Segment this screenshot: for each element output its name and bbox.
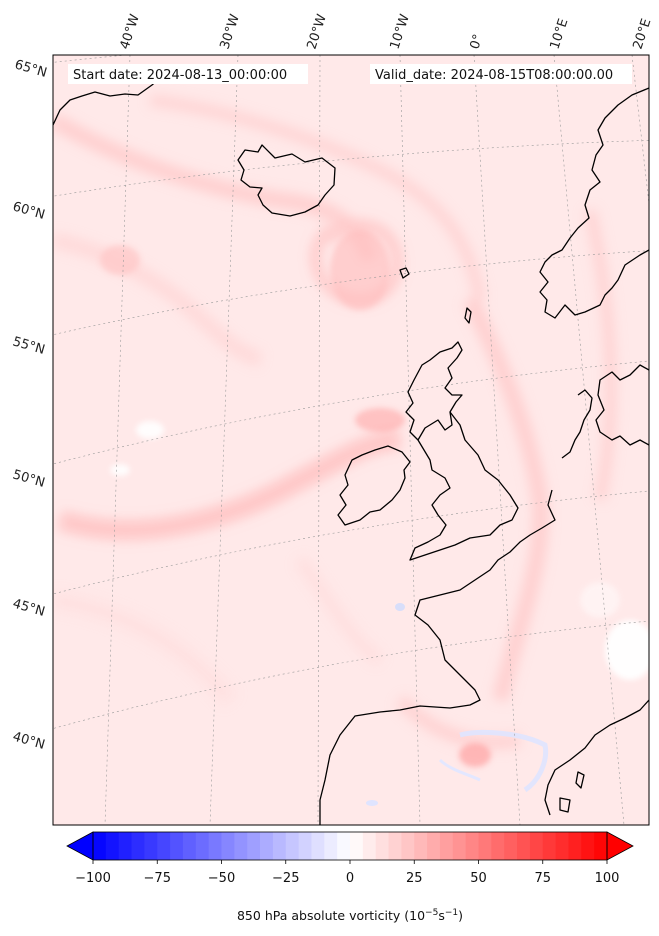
valid-date-label: Valid_date: 2024-08-15T08:00:00.00 bbox=[375, 68, 613, 83]
colorbar-tick-label: 25 bbox=[406, 871, 423, 886]
lon-label-0: 0° bbox=[468, 33, 487, 52]
faroe bbox=[399, 267, 410, 279]
colorbar-segment bbox=[491, 832, 505, 860]
colorbar-segment bbox=[195, 832, 210, 860]
colorbar-segment bbox=[157, 832, 171, 860]
colorbar-segment bbox=[118, 832, 133, 860]
colorbar-segment bbox=[452, 832, 467, 860]
colorbar-segment bbox=[542, 832, 557, 860]
colorbar-segment bbox=[221, 832, 235, 860]
colorbar-extend-low bbox=[66, 831, 94, 861]
colorbar-tick-label: 100 bbox=[595, 871, 620, 886]
colorbar-segment bbox=[517, 832, 531, 860]
colorbar-segment bbox=[594, 832, 608, 860]
denmark-coast bbox=[561, 389, 593, 459]
colorbar-segment bbox=[401, 832, 415, 860]
lat-label-60n: 60°N bbox=[11, 199, 47, 222]
colorbar-segment bbox=[350, 832, 364, 860]
lon-label-10e: 10°E bbox=[548, 17, 572, 51]
longitude-labels: 40°W 30°W 20°W 10°W 0° 10°E 20°E bbox=[118, 12, 655, 51]
colorbar-tick-label: 0 bbox=[346, 871, 354, 886]
colorbar-segment bbox=[105, 832, 120, 860]
england-coast bbox=[409, 411, 519, 561]
colorbar-tick-label: −100 bbox=[75, 871, 111, 886]
colorbar-segment bbox=[581, 832, 595, 860]
europe-coast bbox=[319, 489, 556, 825]
colorbar-segment bbox=[182, 832, 197, 860]
colorbar-segment bbox=[247, 832, 261, 860]
colorbar-segment bbox=[234, 832, 248, 860]
colorbar-segment bbox=[131, 832, 145, 860]
colorbar-segment bbox=[427, 832, 441, 860]
latitude-labels: 65°N 60°N 55°N 50°N 45°N 40°N bbox=[11, 57, 49, 752]
norway-coast bbox=[539, 87, 649, 319]
colorbar-segment bbox=[529, 832, 544, 860]
lat-label-55n: 55°N bbox=[11, 334, 47, 357]
colorbar-tick-label: −75 bbox=[144, 871, 171, 886]
lat-label-45n: 45°N bbox=[11, 596, 47, 619]
colorbar-tick-label: −50 bbox=[208, 871, 235, 886]
lon-label-10w: 10°W bbox=[388, 12, 413, 51]
lat-label-50n: 50°N bbox=[11, 467, 47, 490]
colorbar-segment bbox=[414, 832, 428, 860]
colorbar-segment bbox=[478, 832, 492, 860]
baltic-coast bbox=[595, 364, 649, 446]
colorbar-segment bbox=[311, 832, 325, 860]
colorbar-segment bbox=[272, 832, 287, 860]
colorbar-segment bbox=[93, 832, 107, 860]
sardinia bbox=[559, 797, 571, 813]
colorbar-segment bbox=[337, 832, 351, 860]
start-date-label: Start date: 2024-08-13_00:00:00 bbox=[73, 68, 287, 83]
colorbar-segment bbox=[388, 832, 402, 860]
colorbar-tick-label: 75 bbox=[534, 871, 551, 886]
graticule bbox=[53, 55, 649, 825]
colorbar-segment bbox=[285, 832, 300, 860]
colorbar-tick-label: 50 bbox=[470, 871, 487, 886]
colorbar-segment bbox=[170, 832, 184, 860]
colorbar-segment bbox=[208, 832, 222, 860]
shetland bbox=[464, 307, 472, 324]
lon-label-40w: 40°W bbox=[118, 12, 143, 51]
lon-label-20e: 20°E bbox=[631, 17, 655, 51]
colorbar-extend-high bbox=[606, 831, 634, 861]
scotland-coast bbox=[405, 341, 463, 441]
iceland-coast bbox=[237, 144, 336, 217]
colorbar-tick-label: −25 bbox=[272, 871, 299, 886]
corsica bbox=[575, 771, 585, 789]
colorbar-segment bbox=[504, 832, 518, 860]
colorbar-segment bbox=[144, 832, 158, 860]
colorbar-segments bbox=[93, 832, 608, 860]
header: Start date: 2024-08-13_00:00:00 Valid_da… bbox=[68, 64, 632, 84]
lon-label-30w: 30°W bbox=[218, 12, 243, 51]
colorbar-segment bbox=[260, 832, 274, 860]
med-coast bbox=[544, 699, 649, 816]
colorbar-segment bbox=[555, 832, 569, 860]
colorbar-segment bbox=[375, 832, 390, 860]
colorbar-label: 850 hPa absolute vorticity (10−5s−1) bbox=[237, 908, 463, 923]
colorbar-segment bbox=[324, 832, 338, 860]
ireland-coast bbox=[337, 445, 411, 526]
lon-label-20w: 20°W bbox=[305, 12, 330, 51]
colorbar-ticks bbox=[92, 860, 608, 864]
lat-label-65n: 65°N bbox=[13, 57, 49, 80]
lat-label-40n: 40°N bbox=[11, 729, 47, 752]
colorbar-segment bbox=[362, 832, 377, 860]
map-frame bbox=[52, 54, 650, 826]
colorbar-segment bbox=[568, 832, 582, 860]
colorbar-segment bbox=[298, 832, 312, 860]
colorbar-segment bbox=[439, 832, 454, 860]
colorbar: −100 −75 −50 −25 0 25 50 75 100 850 hPa … bbox=[66, 831, 634, 923]
colorbar-segment bbox=[465, 832, 479, 860]
